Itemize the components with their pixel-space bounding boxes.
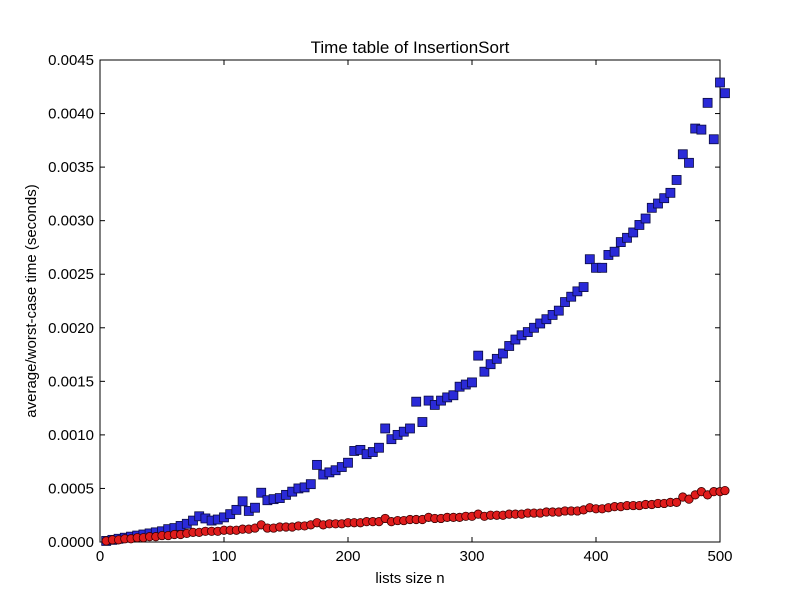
data-point-square <box>628 227 639 238</box>
data-point-square <box>473 350 484 361</box>
data-point-square <box>467 377 477 388</box>
data-point-square <box>553 305 564 316</box>
series-layer <box>101 77 730 546</box>
x-tick-label: 0 <box>96 548 104 565</box>
data-point-square <box>566 291 577 302</box>
data-point-square <box>411 396 422 407</box>
data-point-square <box>578 282 589 292</box>
y-tick-label: 0.0000 <box>48 534 94 551</box>
data-point-circle <box>720 485 730 496</box>
y-tick-label: 0.0010 <box>48 427 94 444</box>
y-tick-label: 0.0020 <box>48 320 94 337</box>
data-point-square <box>560 297 570 307</box>
y-tick-label: 0.0040 <box>48 106 94 123</box>
data-point-square <box>504 341 515 351</box>
series-2 <box>101 485 730 546</box>
x-axis-title: lists size n <box>375 570 444 587</box>
data-point-square <box>237 496 248 507</box>
x-tick-label: 400 <box>583 548 608 565</box>
data-point-square <box>498 348 508 359</box>
data-point-square <box>659 193 670 204</box>
plot-area <box>99 59 721 543</box>
data-point-square <box>715 77 725 88</box>
data-point-square <box>405 423 415 434</box>
data-point-square <box>448 390 459 401</box>
data-point-square <box>684 157 694 168</box>
data-point-square <box>597 262 608 273</box>
x-tick-label: 300 <box>459 548 484 565</box>
axis-ticks: 0 100 200 300 400 500 0.0000 0.0005 0.0010 0.0015… <box>48 52 732 565</box>
data-point-square <box>665 187 676 198</box>
data-point-square <box>671 175 682 185</box>
data-point-square <box>696 124 707 135</box>
y-tick-label: 0.0025 <box>48 266 94 283</box>
y-tick-label: 0.0030 <box>48 213 94 230</box>
data-point-square <box>485 359 496 370</box>
data-point-square <box>609 246 620 257</box>
data-point-square <box>702 97 713 108</box>
data-point-square <box>708 134 719 145</box>
data-point-square <box>256 487 267 498</box>
data-point-square <box>640 213 651 224</box>
data-point-square <box>374 442 384 453</box>
x-tick-label: 200 <box>335 548 360 565</box>
x-tick-label: 500 <box>707 548 732 565</box>
data-point-circle <box>671 497 682 507</box>
y-tick-label: 0.0035 <box>48 159 94 176</box>
chart-title: Time table of InsertionSort <box>311 38 510 57</box>
data-point-square <box>720 88 730 99</box>
data-point-square <box>479 366 490 377</box>
data-point-square <box>653 198 663 209</box>
data-point-square <box>417 417 428 427</box>
data-point-square <box>343 457 353 468</box>
y-axis-title: average/worst-case time (seconds) <box>23 184 40 417</box>
y-tick-label: 0.0005 <box>48 480 94 497</box>
y-tick-label: 0.0045 <box>48 52 94 69</box>
data-point-square <box>312 459 322 470</box>
data-point-square <box>634 220 645 230</box>
data-point-square <box>231 504 242 515</box>
data-point-square <box>305 479 316 490</box>
data-point-square <box>622 232 632 243</box>
y-tick-label: 0.0015 <box>48 373 94 390</box>
data-point-square <box>491 353 502 364</box>
data-point-square <box>250 502 260 513</box>
x-tick-label: 100 <box>211 548 236 565</box>
data-point-square <box>677 149 688 160</box>
data-point-circle <box>684 494 694 504</box>
data-point-square <box>584 254 595 265</box>
data-point-square <box>380 423 391 434</box>
series-1 <box>101 77 730 546</box>
